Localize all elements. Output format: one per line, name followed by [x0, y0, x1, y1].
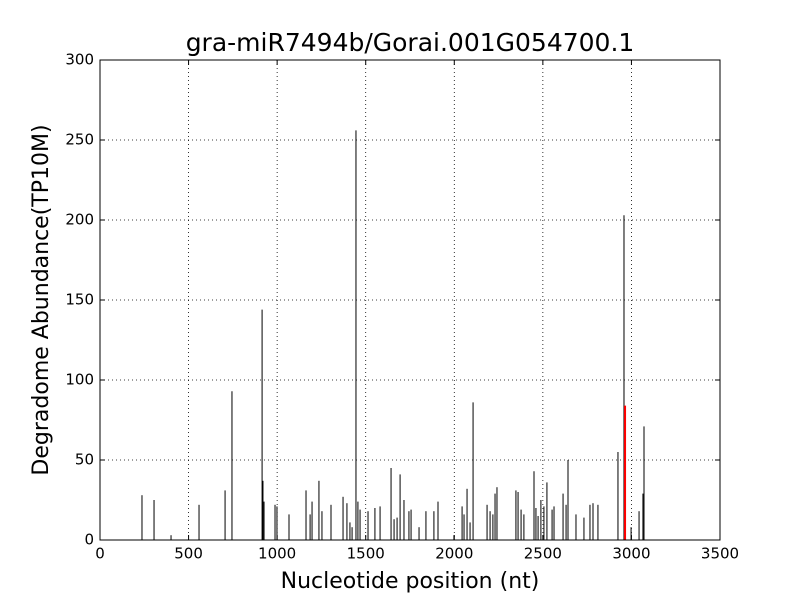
x-tick-label: 500	[174, 545, 203, 563]
x-tick-label: 1500	[347, 545, 385, 563]
y-axis-label: Degradome Abundance(TP10M)	[29, 124, 54, 475]
x-tick-label: 0	[95, 545, 105, 563]
x-tick-label: 1000	[258, 545, 296, 563]
y-tick-label: 50	[75, 451, 94, 469]
chart-title: gra-miR7494b/Gorai.001G054700.1	[186, 28, 635, 57]
y-tick-label: 150	[65, 291, 94, 309]
y-tick-label: 200	[65, 211, 94, 229]
y-tick-label: 100	[65, 371, 94, 389]
x-tick-label: 3000	[612, 545, 650, 563]
x-tick-label: 2500	[524, 545, 562, 563]
y-tick-label: 0	[84, 531, 94, 549]
x-axis-label: Nucleotide position (nt)	[281, 569, 540, 594]
x-tick-label: 3500	[701, 545, 739, 563]
y-tick-label: 300	[65, 51, 94, 69]
plot-frame	[99, 59, 721, 541]
x-tick-label: 2000	[435, 545, 473, 563]
y-tick-label: 250	[65, 131, 94, 149]
